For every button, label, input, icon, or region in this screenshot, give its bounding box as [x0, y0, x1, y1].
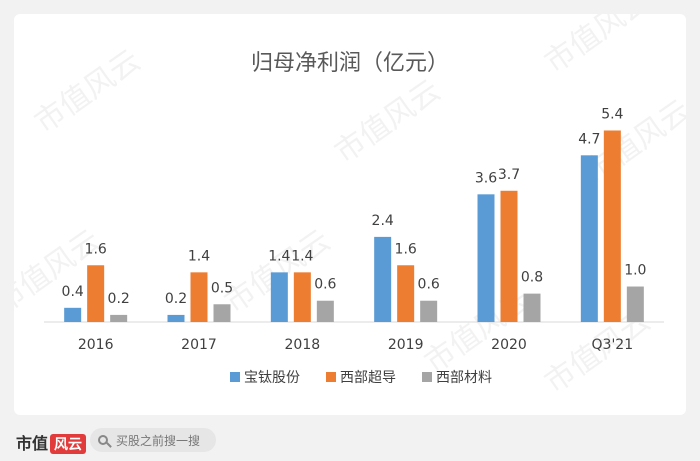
data-label: 1.4	[188, 248, 210, 264]
data-label: 0.6	[314, 277, 336, 293]
legend-label: 西部超导	[340, 370, 396, 386]
bar	[420, 300, 438, 322]
data-labels-group: 0.41.60.2 0.21.40.51.4 1.40.62.41.60.63.6 3…	[62, 106, 647, 306]
x-tick-labels: 2016 2017 2018 2019 2020 Q3'21	[78, 337, 633, 353]
x-tick-label: 2017	[181, 337, 217, 353]
chart-title: 归母净利润（亿元）	[251, 51, 449, 76]
legend-swatch	[230, 372, 240, 382]
chart-card: 市值风云 市值风云 市值风云 市值风云 市值风云 市值风云 市值风云 市值风云 归母净利润（亿…	[14, 14, 686, 415]
footer-bar: 市值 风云 买股之前搜一搜	[0, 420, 700, 461]
search-placeholder: 买股之前搜一搜	[116, 433, 201, 448]
data-label: 1.0	[624, 263, 646, 279]
bar	[500, 190, 518, 322]
legend-swatch	[422, 372, 432, 382]
data-label: 1.4	[268, 248, 290, 264]
search-icon	[98, 435, 108, 445]
data-label: 1.6	[85, 241, 107, 257]
data-label: 4.7	[578, 131, 600, 147]
bar	[190, 272, 208, 322]
brand-text: 市值	[16, 434, 49, 453]
legend-label: 西部材料	[436, 370, 492, 386]
data-label: 1.4	[291, 248, 313, 264]
watermark-text: 市值风云	[329, 73, 447, 170]
data-label: 0.2	[108, 291, 130, 307]
x-tick-label: 2018	[285, 337, 321, 353]
bar	[213, 304, 231, 322]
brand-logo: 市值 风云	[16, 430, 87, 454]
watermark-text: 市值风云	[539, 14, 657, 81]
bar	[397, 265, 415, 322]
bar	[477, 194, 495, 322]
bar	[293, 272, 311, 322]
x-tick-label: Q3'21	[592, 337, 634, 353]
data-label: 0.8	[521, 270, 543, 286]
bar	[87, 265, 105, 322]
data-label: 0.4	[62, 284, 84, 300]
bar	[316, 300, 334, 322]
data-label: 3.7	[498, 167, 520, 183]
bar	[523, 293, 541, 322]
data-label: 3.6	[475, 170, 497, 186]
legend-swatch	[326, 372, 336, 382]
bar	[167, 314, 185, 322]
legend-label: 宝钛股份	[244, 370, 300, 386]
data-label: 5.4	[601, 106, 623, 122]
data-label: 0.2	[165, 291, 187, 307]
x-tick-label: 2019	[388, 337, 424, 353]
search-input[interactable]: 买股之前搜一搜	[90, 428, 216, 452]
bars-group	[64, 130, 644, 322]
data-label: 0.6	[418, 277, 440, 293]
brand-badge: 风云	[50, 434, 87, 454]
bar	[110, 314, 128, 322]
data-label: 1.6	[395, 241, 417, 257]
data-label: 0.5	[211, 280, 233, 296]
bar	[603, 130, 621, 322]
bar	[374, 236, 392, 322]
bar	[626, 286, 644, 322]
bar	[64, 307, 82, 322]
data-label: 2.4	[372, 213, 394, 229]
bar	[270, 272, 288, 322]
x-tick-label: 2020	[491, 337, 527, 353]
legend: 宝钛股份 西部超导 西部材料	[230, 370, 492, 386]
x-tick-label: 2016	[78, 337, 114, 353]
bar	[580, 155, 598, 322]
watermark-text: 市值风云	[29, 43, 147, 140]
